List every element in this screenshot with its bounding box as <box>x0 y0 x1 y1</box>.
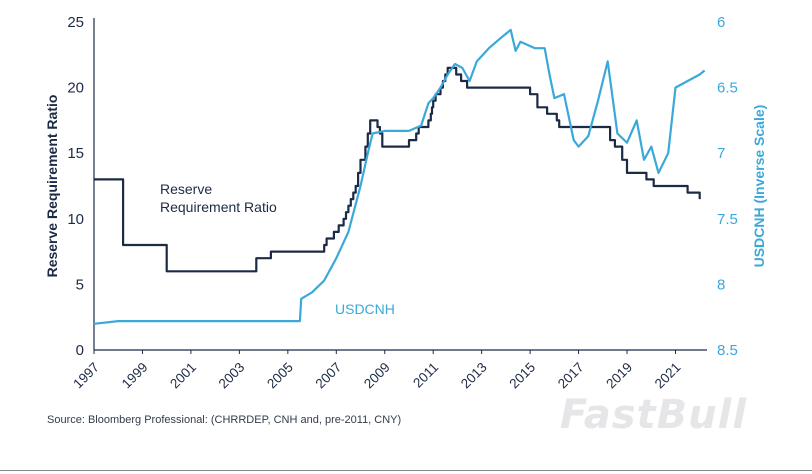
y-right-tick-label: 8.5 <box>717 342 738 359</box>
x-tick-label: 2017 <box>555 360 587 392</box>
usdcnh-series-line <box>93 28 706 325</box>
x-tick-label: 2001 <box>167 360 199 392</box>
x-tick-label: 1999 <box>119 360 151 392</box>
y-left-tick-label: 5 <box>76 276 84 293</box>
x-tick-label: 2009 <box>361 360 393 392</box>
source-note: Source: Bloomberg Professional: (CHRRDEP… <box>47 414 402 426</box>
rrr-annotation-line1: Reserve <box>160 181 212 197</box>
x-tick-label: 2007 <box>313 360 345 392</box>
y-right-tick-label: 7 <box>717 145 725 162</box>
y-right-tick-label: 8 <box>717 276 725 293</box>
y-right-tick-label: 7.5 <box>717 211 738 228</box>
usdcnh-annotation: USDCNH <box>335 301 395 317</box>
x-tick-label: 2019 <box>603 360 635 392</box>
x-tick-label: 2015 <box>506 360 538 392</box>
bottom-divider <box>0 470 812 471</box>
y-left-tick-label: 0 <box>76 342 84 359</box>
x-tick-label: 1997 <box>70 360 102 392</box>
x-tick-label: 2011 <box>410 360 441 391</box>
y-left-axis-title: Reserve Requirement Ratio <box>44 95 60 278</box>
x-tick-label: 2003 <box>216 360 248 392</box>
y-right-tick-label: 6.5 <box>717 80 738 97</box>
y-left-tick-label: 15 <box>67 145 84 162</box>
y-left-tick-label: 10 <box>67 211 84 228</box>
y-right-axis-title: USDCNH (Inverse Scale) <box>751 105 767 268</box>
x-tick-label: 2005 <box>264 360 296 392</box>
x-tick-label: 2013 <box>458 360 490 392</box>
y-right-tick-label: 6 <box>717 14 725 31</box>
rrr-series-line <box>94 66 701 273</box>
fastbull-watermark: FastBull <box>560 392 748 438</box>
y-left-tick-label: 25 <box>67 14 84 31</box>
x-tick-label: 2021 <box>652 360 684 392</box>
y-left-tick-label: 20 <box>67 80 84 97</box>
rrr-annotation-line2: Requirement Ratio <box>160 199 277 215</box>
